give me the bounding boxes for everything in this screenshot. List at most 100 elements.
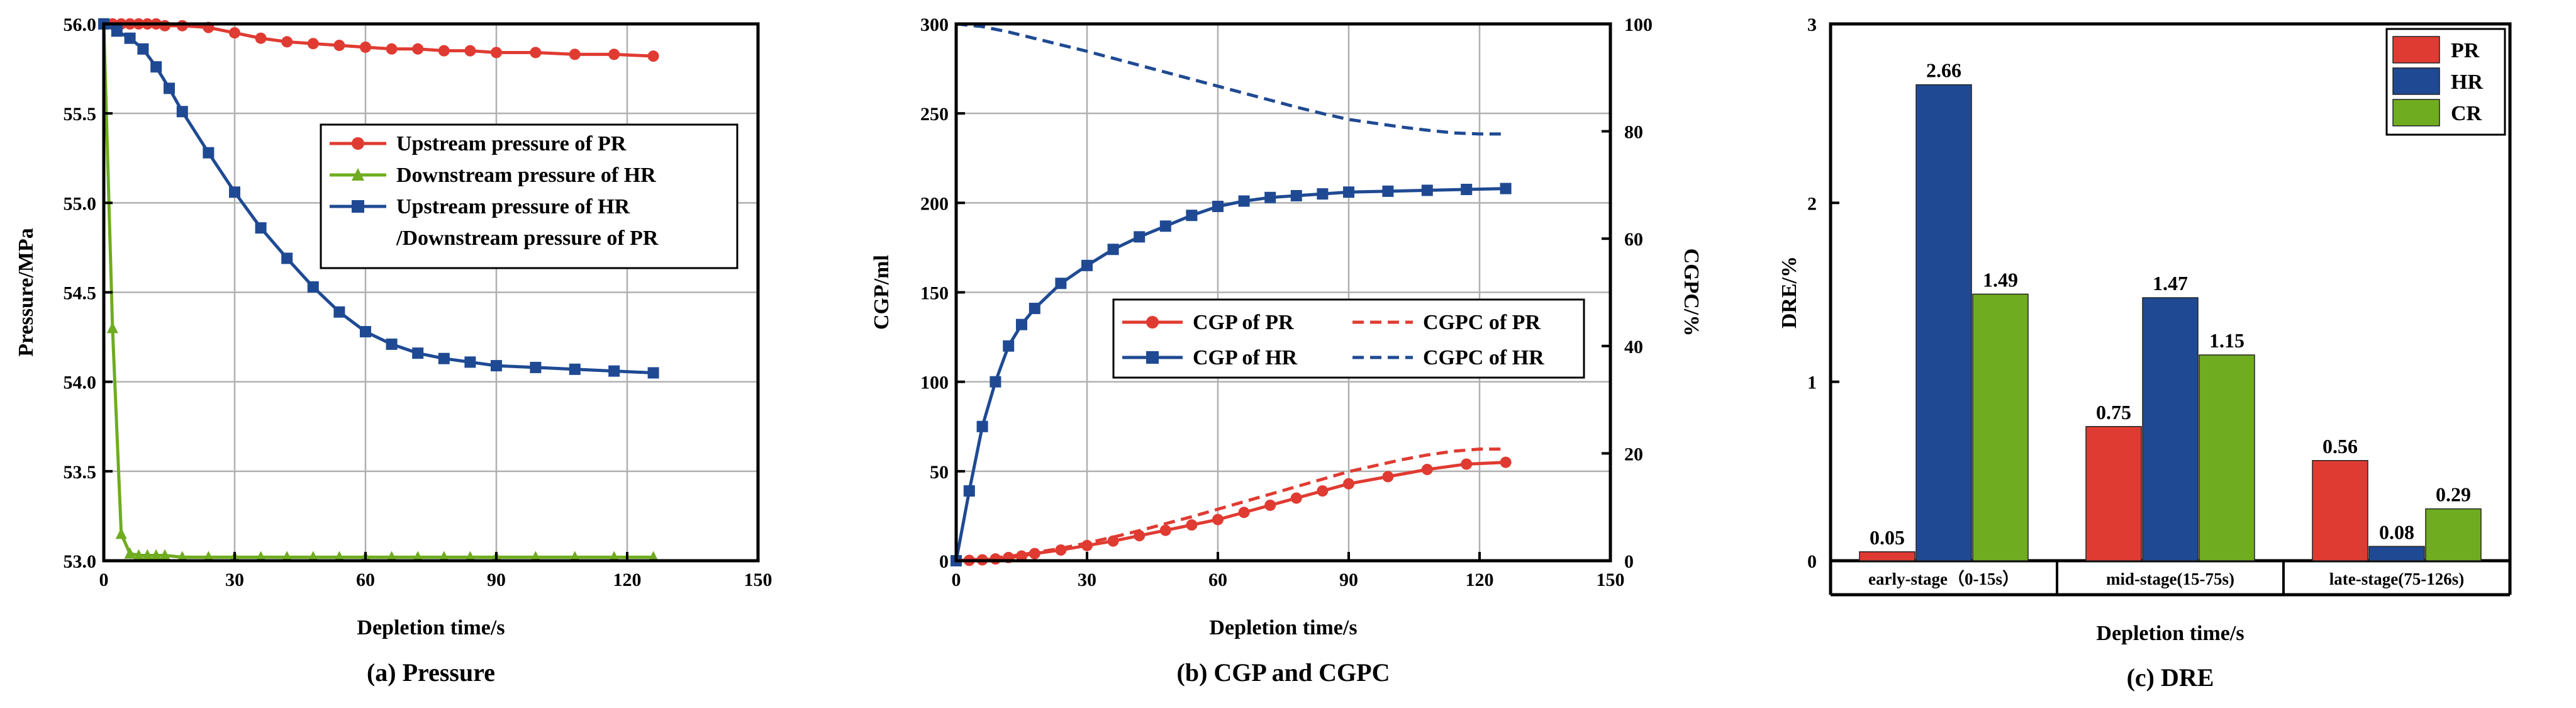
c-legend-swatch-2 bbox=[2392, 99, 2440, 126]
a-series-0-point-7 bbox=[159, 20, 171, 31]
c-ylabel: DRE/% bbox=[1778, 256, 1801, 329]
a-series-2-point-18 bbox=[491, 360, 502, 372]
a-series-0-point-22 bbox=[569, 48, 581, 60]
a-series-2-point-2 bbox=[124, 32, 136, 44]
b-xtick-label-30: 30 bbox=[1078, 570, 1096, 590]
b-series-1-point-6 bbox=[1029, 303, 1040, 315]
b-series-0-point-12 bbox=[1186, 519, 1198, 531]
a-legend-label-2-0: Upstream pressure of HR bbox=[396, 195, 630, 218]
b-series-1-point-17 bbox=[1317, 188, 1329, 200]
c-bar-label-cr-1: 1.15 bbox=[2209, 329, 2244, 352]
a-caption: (a) Pressure bbox=[367, 658, 495, 687]
c-category-label-1: mid-stage(15-75s) bbox=[2106, 570, 2234, 588]
b-ytick-label-200: 200 bbox=[920, 193, 949, 214]
c-bar-cr-2 bbox=[2425, 508, 2482, 561]
a-ytick-label-55.5: 55.5 bbox=[64, 104, 97, 125]
a-ytick-label-56.0: 56.0 bbox=[64, 14, 97, 35]
a-xtick-label-150: 150 bbox=[744, 570, 772, 590]
b-xtick-label-150: 150 bbox=[1597, 570, 1625, 590]
b-y2tick-label-100: 100 bbox=[1624, 14, 1653, 35]
a-series-0-point-12 bbox=[281, 36, 293, 48]
b-ytick-label-50: 50 bbox=[930, 462, 949, 483]
c-bar-label-hr-0: 2.66 bbox=[1926, 59, 1961, 82]
a-series-1-point-6 bbox=[150, 549, 162, 561]
c-ytick-label-0: 0 bbox=[1807, 551, 1817, 572]
c-category-label-0: early-stage（0-15s） bbox=[1868, 570, 2019, 588]
c-ytick-label-1: 1 bbox=[1807, 373, 1817, 393]
b-series-0-point-21 bbox=[1461, 458, 1473, 470]
b-series-0-point-15 bbox=[1264, 499, 1276, 511]
b-y2tick-label-80: 80 bbox=[1624, 122, 1643, 143]
b-series-1-point-4 bbox=[1003, 340, 1015, 352]
a-xtick-label-60: 60 bbox=[356, 570, 375, 590]
a-series-1-point-7 bbox=[159, 549, 171, 561]
c-category-label-2: late-stage(75-126s) bbox=[2329, 570, 2464, 588]
b-y2tick-label-40: 40 bbox=[1624, 337, 1643, 357]
a-series-0-point-18 bbox=[438, 45, 450, 57]
c-ytick-label-2: 2 bbox=[1807, 193, 1817, 214]
a-series-0-point-8 bbox=[176, 20, 188, 31]
a-series-2-point-7 bbox=[203, 147, 215, 159]
a-series-2-point-1 bbox=[111, 25, 123, 37]
c-bar-hr-2 bbox=[2368, 546, 2425, 561]
c-bar-label-cr-2: 0.29 bbox=[2436, 483, 2471, 506]
b-ytick-label-100: 100 bbox=[920, 373, 949, 393]
b-series-1-point-7 bbox=[1055, 278, 1067, 289]
c-bar-label-pr-2: 0.56 bbox=[2322, 435, 2358, 458]
c-bar-pr-0 bbox=[1859, 551, 1915, 561]
b-series-0-point-20 bbox=[1421, 463, 1433, 475]
a-series-2-point-16 bbox=[438, 352, 450, 364]
b-xtick-label-0: 0 bbox=[952, 570, 961, 590]
a-series-0-point-21 bbox=[530, 47, 542, 59]
c-bar-label-pr-0: 0.05 bbox=[1870, 526, 1905, 549]
c-legend-label-1: HR bbox=[2451, 70, 2483, 94]
a-series-0-point-13 bbox=[307, 38, 319, 50]
b-ytick-label-250: 250 bbox=[920, 104, 949, 125]
a-series-0-point-15 bbox=[360, 41, 371, 53]
a-series-2-point-12 bbox=[333, 306, 345, 318]
a-series-2-point-21 bbox=[608, 365, 620, 377]
a-series-2-point-14 bbox=[386, 338, 398, 350]
b-series-1-point-14 bbox=[1238, 195, 1250, 207]
a-legend-marker-0 bbox=[352, 137, 364, 150]
a-series-0-point-23 bbox=[608, 48, 620, 60]
b-y2tick-label-0: 0 bbox=[1624, 551, 1634, 572]
a-series-2-point-19 bbox=[530, 361, 542, 373]
c-bar-hr-0 bbox=[1915, 84, 1972, 561]
a-series-2-point-10 bbox=[281, 252, 293, 264]
b-series-0-point-14 bbox=[1238, 507, 1250, 519]
a-series-0-point-17 bbox=[412, 43, 424, 55]
a-legend-marker-2 bbox=[352, 200, 364, 213]
c-caption: (c) DRE bbox=[2127, 663, 2214, 692]
a-series-2-point-15 bbox=[412, 347, 424, 359]
b-series-1-point-5 bbox=[1016, 318, 1027, 330]
b-series-1-point-21 bbox=[1461, 184, 1473, 196]
a-xtick-label-0: 0 bbox=[99, 570, 109, 590]
a-series-2-point-8 bbox=[229, 186, 240, 198]
b-series-line-3 bbox=[956, 22, 1506, 136]
b-series-1-point-22 bbox=[1500, 183, 1512, 194]
b-series-1-point-9 bbox=[1107, 244, 1119, 256]
b-series-1-point-2 bbox=[976, 420, 988, 432]
c-bar-label-pr-1: 0.75 bbox=[2096, 401, 2131, 424]
b-series-1-point-11 bbox=[1159, 220, 1171, 232]
c-bar-cr-1 bbox=[2199, 354, 2255, 561]
a-series-0-point-19 bbox=[464, 45, 476, 57]
a-series-0-point-10 bbox=[229, 27, 240, 39]
a-series-2-point-13 bbox=[360, 326, 371, 338]
b-ylabel: CGP/ml bbox=[870, 255, 893, 330]
b-y2tick-label-20: 20 bbox=[1624, 444, 1643, 464]
a-xtick-label-30: 30 bbox=[225, 570, 244, 590]
a-series-0-point-11 bbox=[255, 32, 267, 44]
c-bar-pr-2 bbox=[2312, 460, 2368, 561]
b-series-0-point-22 bbox=[1500, 456, 1512, 468]
c-ytick-label-3: 3 bbox=[1807, 14, 1817, 35]
a-xtick-label-90: 90 bbox=[487, 570, 506, 590]
c-legend-label-0: PR bbox=[2451, 39, 2480, 62]
b-y2label: CGPC/% bbox=[1680, 249, 1703, 337]
b-legend-label-0: CGP of PR bbox=[1193, 311, 1294, 334]
a-series-2-point-11 bbox=[307, 281, 319, 293]
b-xtick-label-120: 120 bbox=[1466, 570, 1494, 590]
